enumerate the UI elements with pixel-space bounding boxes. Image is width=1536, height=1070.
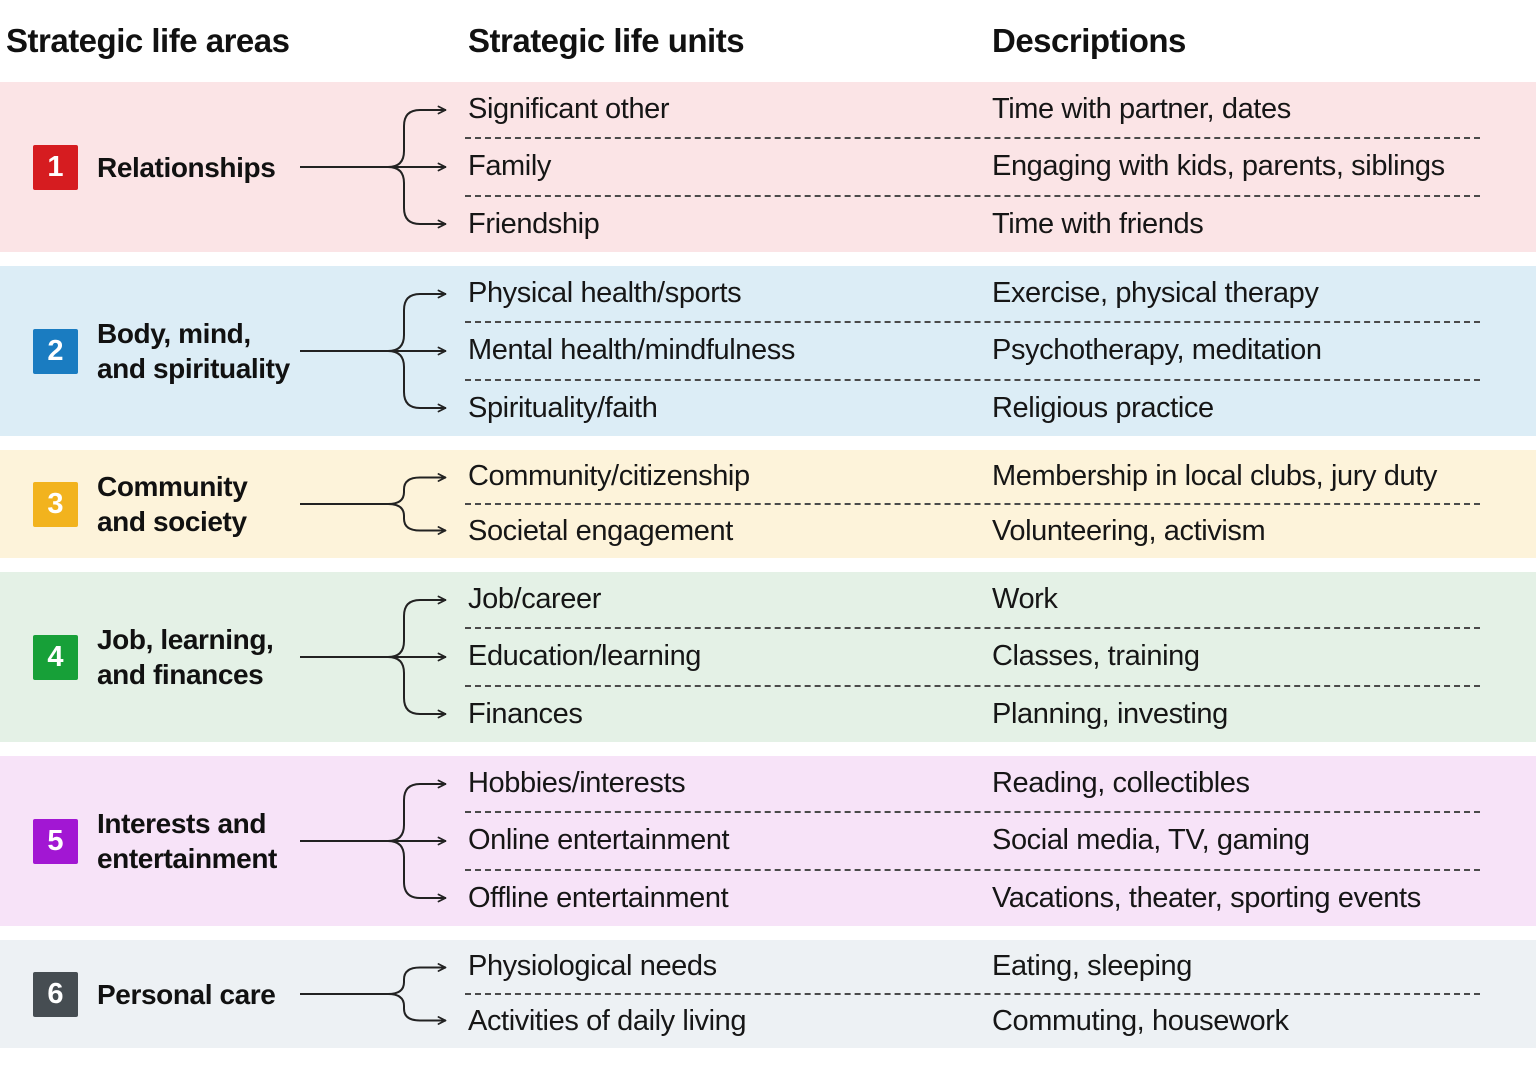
area-label: Community and society	[97, 471, 248, 537]
unit-row: Mental health/mindfulness Psychotherapy,…	[465, 321, 1480, 378]
area-cell: 3 Community and society	[0, 450, 300, 558]
unit-row: Physical health/sports Exercise, physica…	[465, 266, 1480, 321]
unit-label: Finances	[468, 697, 583, 730]
unit-label: Mental health/mindfulness	[468, 334, 795, 367]
column-header-descriptions: Descriptions	[992, 22, 1186, 59]
unit-rows: Hobbies/interests Reading, collectibles …	[465, 756, 1480, 926]
area-number-badge: 5	[33, 818, 78, 864]
unit-description: Work	[992, 583, 1058, 616]
unit-row: Offline entertainment Vacations, theater…	[465, 868, 1480, 926]
unit-rows: Physiological needs Eating, sleeping Act…	[465, 940, 1480, 1048]
unit-label: Education/learning	[468, 640, 702, 673]
area-cell: 4 Job, learning, and finances	[0, 572, 300, 742]
unit-description: Time with friends	[992, 207, 1204, 240]
branch-arrows-svg	[300, 473, 447, 535]
column-header-units: Strategic life units	[468, 22, 745, 59]
bands-container: 1 Relationships Significant other Time w…	[0, 82, 1536, 1048]
branch-arrows-svg	[300, 105, 447, 229]
unit-row: Family Engaging with kids, parents, sibl…	[465, 137, 1480, 194]
unit-label: Significant other	[468, 93, 670, 126]
unit-row: Physiological needs Eating, sleeping	[465, 940, 1480, 993]
unit-row: Community/citizenship Membership in loca…	[465, 450, 1480, 503]
branch-connector	[300, 82, 465, 252]
branch-connector	[300, 940, 465, 1048]
area-cell: 1 Relationships	[0, 82, 300, 252]
unit-label: Spirituality/faith	[468, 391, 658, 424]
unit-description: Engaging with kids, parents, siblings	[992, 150, 1445, 183]
branch-connector	[300, 572, 465, 742]
branch-connector	[300, 450, 465, 558]
area-cell: 5 Interests and entertainment	[0, 756, 300, 926]
unit-description: Eating, sleeping	[992, 950, 1192, 982]
area-cell: 2 Body, mind, and spirituality	[0, 266, 300, 436]
unit-description: Religious practice	[992, 391, 1214, 424]
area-cell: 6 Personal care	[0, 940, 300, 1048]
branch-arrows-svg	[300, 595, 447, 719]
area-label: Personal care	[97, 978, 276, 1010]
unit-row: Online entertainment Social media, TV, g…	[465, 811, 1480, 868]
unit-description: Planning, investing	[992, 697, 1228, 730]
unit-row: Education/learning Classes, training	[465, 627, 1480, 684]
unit-description: Membership in local clubs, jury duty	[992, 460, 1437, 492]
life-area-band: 1 Relationships Significant other Time w…	[0, 82, 1536, 252]
area-label: Relationships	[97, 151, 276, 183]
unit-rows: Significant other Time with partner, dat…	[465, 82, 1480, 252]
unit-label: Activities of daily living	[468, 1005, 747, 1037]
branch-arrows-svg	[300, 779, 447, 903]
area-label: Body, mind, and spirituality	[97, 318, 290, 384]
area-number-badge: 4	[33, 634, 78, 680]
unit-label: Friendship	[468, 207, 600, 240]
unit-row: Societal engagement Volunteering, activi…	[465, 503, 1480, 558]
unit-row: Activities of daily living Commuting, ho…	[465, 993, 1480, 1048]
unit-row: Significant other Time with partner, dat…	[465, 82, 1480, 137]
unit-rows: Job/career Work Education/learning Class…	[465, 572, 1480, 742]
unit-rows: Physical health/sports Exercise, physica…	[465, 266, 1480, 436]
area-number-badge: 3	[33, 481, 78, 527]
unit-description: Exercise, physical therapy	[992, 277, 1319, 310]
unit-description: Vacations, theater, sporting events	[992, 881, 1421, 914]
unit-label: Societal engagement	[468, 515, 733, 547]
unit-label: Job/career	[468, 583, 602, 616]
unit-description: Time with partner, dates	[992, 93, 1291, 126]
area-number-badge: 1	[33, 144, 78, 190]
unit-description: Social media, TV, gaming	[992, 824, 1310, 857]
unit-row: Job/career Work	[465, 572, 1480, 627]
life-area-band: 3 Community and society Community/citize…	[0, 450, 1536, 558]
unit-rows: Community/citizenship Membership in loca…	[465, 450, 1480, 558]
branch-arrows-svg	[300, 289, 447, 413]
unit-description: Reading, collectibles	[992, 767, 1250, 800]
life-area-band: 5 Interests and entertainment Hobbies/in…	[0, 756, 1536, 926]
column-headers: Strategic life areas Strategic life unit…	[0, 0, 1536, 82]
life-area-band: 4 Job, learning, and finances Job/career…	[0, 572, 1536, 742]
unit-label: Physical health/sports	[468, 277, 742, 310]
unit-label: Online entertainment	[468, 824, 730, 857]
unit-label: Offline entertainment	[468, 881, 729, 914]
branch-connector	[300, 756, 465, 926]
area-number-badge: 2	[33, 328, 78, 374]
life-area-band: 2 Body, mind, and spirituality Physical …	[0, 266, 1536, 436]
unit-row: Spirituality/faith Religious practice	[465, 378, 1480, 436]
unit-label: Community/citizenship	[468, 460, 750, 492]
unit-row: Hobbies/interests Reading, collectibles	[465, 756, 1480, 811]
unit-label: Hobbies/interests	[468, 767, 686, 800]
unit-row: Friendship Time with friends	[465, 194, 1480, 252]
unit-label: Family	[468, 150, 551, 183]
unit-row: Finances Planning, investing	[465, 684, 1480, 742]
unit-description: Volunteering, activism	[992, 515, 1266, 547]
area-label: Job, learning, and finances	[97, 624, 274, 690]
unit-description: Classes, training	[992, 640, 1200, 673]
area-number-badge: 6	[33, 971, 78, 1017]
life-area-band: 6 Personal care Physiological needs Eati…	[0, 940, 1536, 1048]
unit-description: Commuting, housework	[992, 1005, 1289, 1037]
area-label: Interests and entertainment	[97, 808, 277, 874]
unit-description: Psychotherapy, meditation	[992, 334, 1322, 367]
column-header-areas: Strategic life areas	[6, 22, 290, 59]
branch-arrows-svg	[300, 963, 447, 1025]
branch-connector	[300, 266, 465, 436]
unit-label: Physiological needs	[468, 950, 717, 982]
